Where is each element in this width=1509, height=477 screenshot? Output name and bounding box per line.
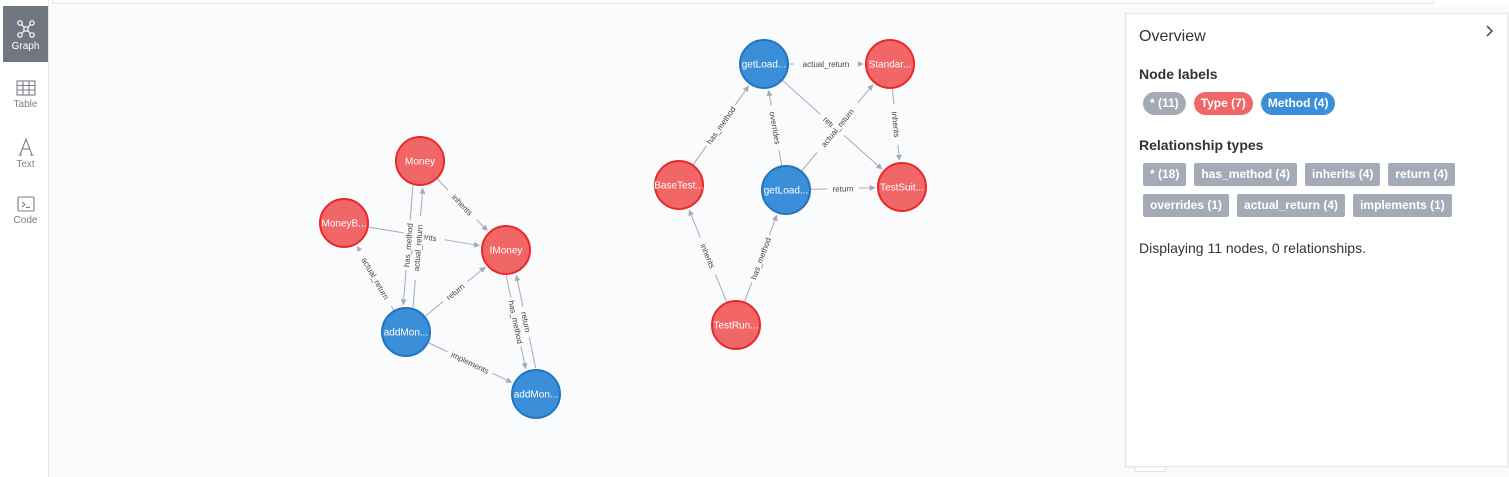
node-caption: Standar... (869, 60, 912, 71)
graph-node-addmon2[interactable]: addMon... (511, 369, 561, 419)
graph-node-testrun[interactable]: TestRun... (711, 300, 761, 350)
edge-label: actual_return (360, 256, 391, 301)
edge-label: inherits (698, 242, 716, 269)
graph-visualization[interactable]: inheritsinheritshas_methodactual_returna… (49, 6, 1119, 477)
edge-label: actual_return (803, 60, 850, 69)
edge-label-background (355, 248, 396, 309)
graph-node-imoney[interactable]: IMoney (481, 225, 531, 275)
relationship-type-chip[interactable]: has_method (4) (1194, 163, 1298, 186)
relationship-type-chip[interactable]: implements (1) (1353, 194, 1452, 217)
graph-view-button[interactable]: Graph (3, 6, 48, 62)
code-view-button[interactable]: Code (3, 182, 48, 238)
edge-label: implements (449, 350, 490, 376)
edge-label-background (747, 233, 775, 284)
edge-label-background (439, 277, 471, 306)
node-caption: BaseTest... (654, 181, 703, 192)
edge-label-background (827, 183, 859, 194)
graph-node-getload1[interactable]: getLoad... (739, 39, 789, 89)
table-icon (15, 80, 36, 96)
edge-label: return (445, 282, 467, 302)
edge-label-background (445, 347, 495, 378)
edge-label: has_method (705, 105, 738, 146)
node-circle[interactable] (319, 198, 369, 248)
graph-node-addmon1[interactable]: addMon... (381, 307, 431, 357)
relationship-type-chip[interactable]: actual_return (4) (1237, 194, 1346, 217)
node-circle[interactable] (761, 165, 811, 215)
node-circle[interactable] (481, 225, 531, 275)
edge-label-background (888, 103, 903, 146)
node-circle[interactable] (711, 300, 761, 350)
edge-label-background (813, 99, 862, 156)
node-label-chip[interactable]: * (11) (1143, 92, 1186, 115)
text-icon (18, 138, 33, 156)
node-caption: TestSuit... (880, 183, 924, 194)
edge-label-background (444, 186, 481, 223)
node-caption: addMon... (384, 328, 428, 339)
node-circle[interactable] (877, 162, 927, 212)
graph-node-standar[interactable]: Standar... (865, 39, 915, 89)
code-icon (16, 196, 35, 212)
edge-label: actual_return (412, 224, 425, 271)
query-editor[interactable] (52, 0, 1434, 4)
node-circle[interactable] (865, 39, 915, 89)
relationship-type-chip[interactable]: overrides (1) (1143, 194, 1230, 217)
collapse-panel-button[interactable] (1485, 24, 1495, 43)
graph-icon (16, 20, 35, 38)
edge-label-background (505, 296, 526, 348)
node-caption: getLoad... (764, 186, 808, 197)
panel-title: Overview (1139, 28, 1206, 45)
text-view-button[interactable]: Text (3, 124, 48, 180)
edge-label-background (401, 219, 416, 271)
text-view-label: Text (16, 159, 35, 170)
graph-node-getload2[interactable]: getLoad... (761, 165, 811, 215)
node-caption: getLoad... (742, 60, 786, 71)
node-label-chips: * (11) Type (7) Method (4) (1143, 92, 1483, 115)
edge-label: has_method (749, 236, 773, 280)
table-view-label: Table (13, 99, 38, 110)
node-caption: TestRun... (713, 321, 758, 332)
edge-label-background (702, 101, 740, 149)
relationship-type-chip[interactable]: inherits (4) (1305, 163, 1381, 186)
edge-label: inherits (890, 111, 901, 138)
overview-panel: Overview Node labels * (11) Type (7) Metho… (1125, 13, 1508, 467)
result-view-sidebar: Graph Table Text Code (0, 0, 49, 477)
node-circle[interactable] (381, 307, 431, 357)
node-circle[interactable] (739, 39, 789, 89)
node-label-chip[interactable]: Method (4) (1260, 92, 1336, 115)
edge-label: return (832, 184, 853, 194)
relationship-type-chip[interactable]: return (4) (1388, 163, 1456, 186)
relationship-type-chip[interactable]: * (18) (1143, 163, 1187, 186)
node-labels-heading: Node labels (1139, 66, 1218, 82)
node-circle[interactable] (395, 136, 445, 186)
node-caption: addMon... (514, 390, 558, 401)
edge-label-background (517, 305, 535, 339)
code-view-label: Code (13, 215, 38, 226)
graph-node-testsuit[interactable]: TestSuit... (877, 162, 927, 212)
graph-node-moneyb[interactable]: MoneyB... (319, 198, 369, 248)
graph-node-money[interactable]: Money (395, 136, 445, 186)
node-caption: MoneyB... (321, 219, 366, 230)
relationship-type-chips: * (18) has_method (4) inherits (4) return (… (1143, 163, 1483, 217)
top-bar (0, 0, 1509, 6)
node-label-chip[interactable]: Type (7) (1193, 92, 1253, 115)
node-circle[interactable] (511, 369, 561, 419)
graph-node-basetest[interactable]: BaseTest... (654, 160, 704, 210)
node-circle[interactable] (654, 160, 704, 210)
node-caption: Money (405, 157, 435, 168)
edge-label: return (519, 311, 532, 333)
edge-label-background (410, 215, 426, 281)
node-caption: IMoney (490, 246, 523, 257)
edge-label-background (794, 59, 858, 69)
graph-view-label: Graph (11, 41, 40, 52)
edge-label: inherits (450, 193, 474, 218)
chevron-right-icon (1486, 25, 1494, 37)
edge-label-background (695, 235, 721, 277)
edge-label-background (766, 104, 785, 152)
display-summary: Displaying 11 nodes, 0 relationships. (1139, 240, 1366, 256)
edge-label: overrides (767, 111, 782, 145)
edge-label: has_method (402, 223, 415, 268)
table-view-button[interactable]: Table (3, 66, 48, 122)
relationship-types-heading: Relationship types (1139, 137, 1264, 153)
